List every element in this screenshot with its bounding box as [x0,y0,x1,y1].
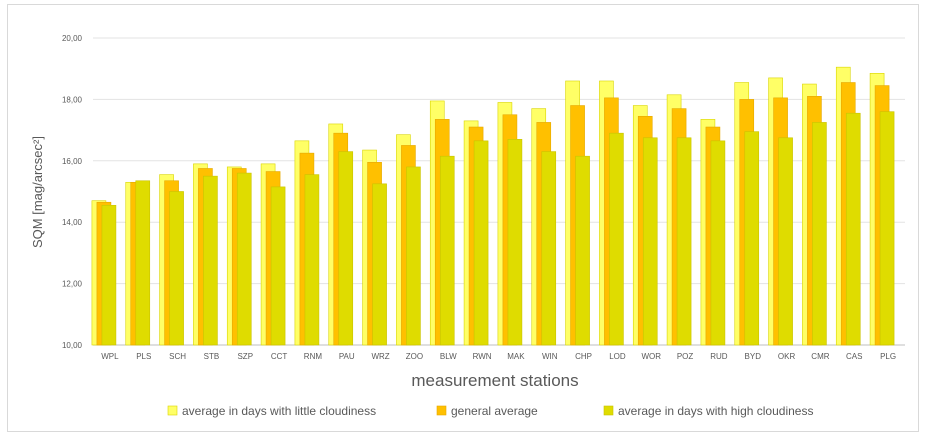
bar-high-cloudiness [236,172,252,346]
bar-high-cloudiness [609,132,624,346]
x-category-label: RNM [304,352,323,361]
bar-high-cloudiness [879,111,895,346]
bar-high-cloudiness [304,174,320,346]
x-category-label: POZ [677,352,694,361]
bar-high-cloudiness [338,151,354,346]
x-category-label: MAK [507,352,525,361]
y-axis-title: SQM [mag/arcsec²] [30,136,45,248]
legend-label: average in days with little cloudiness [182,404,376,418]
x-category-label: RUD [710,352,728,361]
x-category-label: CHP [575,352,592,361]
x-category-label: BYD [745,352,762,361]
x-category-label: WIN [542,352,558,361]
bar-high-cloudiness [203,175,218,346]
y-tick-label: 20,00 [62,34,83,43]
x-category-label: SZP [237,352,253,361]
chart-frame [7,4,919,432]
x-category-label: RWN [473,352,492,361]
x-category-label: LOD [609,352,626,361]
bar-high-cloudiness [101,205,117,346]
legend-swatch [603,405,614,416]
bar-high-cloudiness [541,151,557,346]
bar-high-cloudiness [575,155,590,346]
x-category-label: PLG [880,352,896,361]
bar-high-cloudiness [439,155,455,346]
x-category-label: PLS [136,352,151,361]
bars-layer [91,66,895,346]
x-category-label: ZOO [406,352,423,361]
legend-label: average in days with high cloudiness [618,404,813,418]
bar-high-cloudiness [406,166,421,346]
bar-high-cloudiness [642,137,658,346]
x-category-label: SCH [169,352,186,361]
bar-high-cloudiness [135,180,151,346]
legend-swatch [436,405,447,416]
bar-high-cloudiness [270,186,286,346]
y-tick-label: 12,00 [62,280,83,289]
x-category-label: STB [204,352,220,361]
bar-high-cloudiness [744,131,760,346]
bar-high-cloudiness [473,140,489,346]
bar-high-cloudiness [778,137,793,346]
y-tick-label: 18,00 [62,95,83,104]
x-category-label: WRZ [371,352,389,361]
y-tick-label: 16,00 [62,157,83,166]
y-tick-label: 14,00 [62,218,83,227]
bar-high-cloudiness [169,191,184,346]
y-tick-labels: 10,00 12,00 14,00 16,00 18,00 20,00 [62,34,83,350]
bar-high-cloudiness [507,139,523,346]
y-tick-label: 10,00 [62,341,83,350]
bar-high-cloudiness [710,140,726,346]
x-category-label: OKR [778,352,796,361]
x-category-label: WPL [101,352,119,361]
legend: average in days with little cloudiness ge… [167,404,813,418]
bar-high-cloudiness [372,183,387,346]
x-axis-title: measurement stations [411,371,578,390]
legend-swatch [167,405,178,416]
legend-label: general average [451,404,538,418]
x-category-labels: WPL PLS SCH STB SZP CCT RNM PAU WRZ ZOO BLW RWN MAK W… [101,352,896,361]
x-category-label: WOR [641,352,661,361]
bar-high-cloudiness [845,112,861,346]
bar-high-cloudiness [676,137,692,346]
bar-high-cloudiness [812,122,827,346]
x-category-label: PAU [339,352,355,361]
x-category-label: CAS [846,352,862,361]
x-category-label: CMR [811,352,829,361]
x-category-label: BLW [440,352,457,361]
x-category-label: CCT [271,352,288,361]
